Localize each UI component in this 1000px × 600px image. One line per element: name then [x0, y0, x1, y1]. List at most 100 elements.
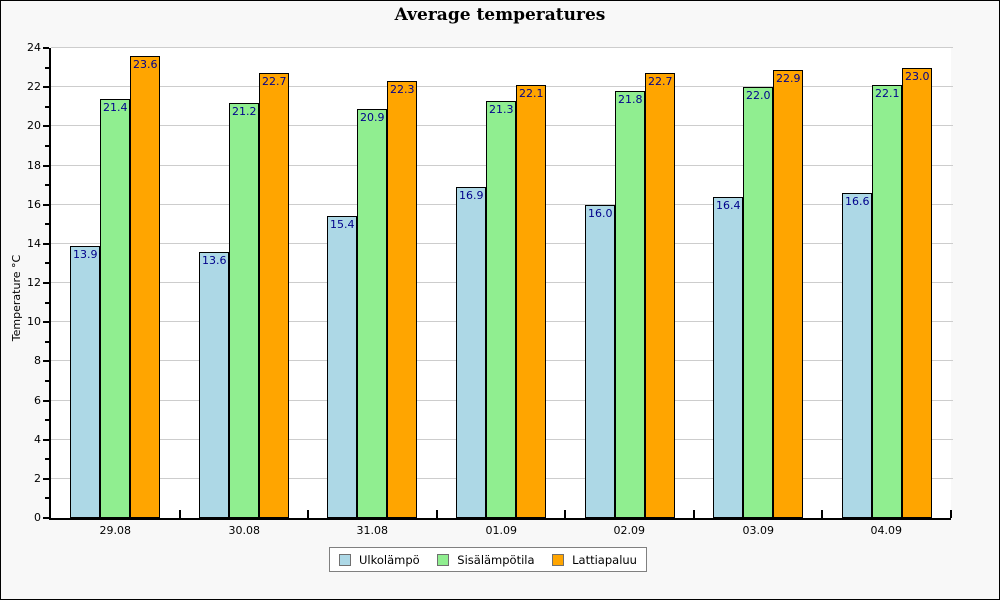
x-tick-label-01.09: 01.09	[485, 524, 518, 537]
y-tick-label-12: 12	[27, 276, 41, 289]
gridline-y-22	[51, 86, 953, 87]
y-minor-tick-23	[45, 67, 49, 69]
legend-item-Sisälämpötila: Sisälämpötila	[437, 552, 535, 567]
y-tick-label-24: 24	[27, 41, 41, 54]
y-tick-label-22: 22	[27, 80, 41, 93]
y-minor-tick-9	[45, 341, 49, 343]
y-axis-line	[49, 48, 51, 520]
y-tick-label-18: 18	[27, 159, 41, 172]
bar-value-label: 22.0	[746, 89, 771, 102]
y-minor-tick-5	[45, 419, 49, 421]
x-axis-line	[49, 518, 951, 520]
bar-value-label: 13.6	[202, 254, 227, 267]
legend-label: Sisälämpötila	[457, 552, 535, 567]
y-major-tick-2	[43, 478, 49, 480]
bar-value-label: 16.4	[716, 199, 741, 212]
x-tick-label-03.09: 03.09	[742, 524, 775, 537]
y-major-tick-8	[43, 360, 49, 362]
y-tick-label-20: 20	[27, 119, 41, 132]
bar-value-label: 22.9	[776, 72, 801, 85]
x-boundary-tick-4	[564, 510, 566, 518]
bar-Ulkolämpö-03.09: 16.4	[713, 197, 743, 518]
bar-value-label: 16.0	[588, 207, 613, 220]
legend-swatch-icon	[339, 553, 351, 566]
x-boundary-tick-3	[436, 510, 438, 518]
gridline-y-24	[51, 47, 953, 48]
bar-Lattiapaluu-03.09: 22.9	[773, 70, 803, 518]
bar-value-label: 15.4	[330, 218, 355, 231]
bar-value-label: 21.2	[232, 105, 257, 118]
bar-value-label: 20.9	[360, 111, 385, 124]
bar-Sisälämpötila-02.09: 21.8	[615, 91, 645, 518]
y-major-tick-4	[43, 439, 49, 441]
y-major-tick-14	[43, 243, 49, 245]
y-major-tick-12	[43, 282, 49, 284]
y-minor-tick-13	[45, 262, 49, 264]
bar-value-label: 23.6	[133, 58, 158, 71]
bar-value-label: 16.9	[459, 189, 484, 202]
y-minor-tick-19	[45, 145, 49, 147]
y-tick-label-0: 0	[34, 511, 41, 524]
x-boundary-tick-2	[307, 510, 309, 518]
y-minor-tick-11	[45, 302, 49, 304]
chart-title: Average temperatures	[394, 5, 606, 25]
y-tick-label-14: 14	[27, 237, 41, 250]
y-major-tick-18	[43, 165, 49, 167]
bar-Ulkolämpö-01.09: 16.9	[456, 187, 486, 518]
y-minor-tick-15	[45, 223, 49, 225]
legend-label: Lattiapaluu	[572, 552, 637, 567]
bar-Sisälämpötila-03.09: 22.0	[743, 87, 773, 518]
legend-item-Lattiapaluu: Lattiapaluu	[552, 553, 637, 567]
bar-Lattiapaluu-01.09: 22.1	[516, 85, 546, 518]
legend-item-Ulkolämpö: Ulkolämpö	[339, 553, 420, 567]
bar-Lattiapaluu-29.08: 23.6	[130, 56, 160, 518]
x-tick-label-02.09: 02.09	[613, 524, 646, 537]
y-minor-tick-21	[45, 106, 49, 108]
y-minor-tick-1	[45, 497, 49, 499]
bar-Lattiapaluu-30.08: 22.7	[259, 73, 289, 518]
bar-Ulkolämpö-02.09: 16.0	[585, 205, 615, 518]
legend-swatch-icon	[552, 553, 565, 566]
legend-label: Ulkolämpö	[359, 552, 420, 567]
bar-value-label: 22.1	[875, 87, 900, 100]
bar-Ulkolämpö-04.09: 16.6	[842, 193, 872, 518]
y-tick-label-6: 6	[34, 394, 41, 407]
y-major-tick-20	[43, 125, 49, 127]
bar-Sisälämpötila-01.09: 21.3	[486, 101, 516, 518]
bar-value-label: 21.8	[618, 93, 643, 106]
y-minor-tick-17	[45, 184, 49, 186]
x-boundary-tick-1	[179, 510, 181, 518]
bar-Ulkolämpö-30.08: 13.6	[199, 252, 229, 518]
bar-value-label: 22.1	[519, 87, 544, 100]
x-tick-label-30.08: 30.08	[228, 524, 261, 537]
legend: Ulkolämpö Sisälämpötila Lattiapaluu	[329, 547, 647, 572]
bar-Sisälämpötila-04.09: 22.1	[872, 85, 902, 518]
bar-Lattiapaluu-31.08: 22.3	[387, 81, 417, 518]
y-tick-label-8: 8	[34, 354, 41, 367]
y-major-tick-0	[43, 517, 49, 519]
y-major-tick-24	[43, 47, 49, 49]
bar-Ulkolämpö-31.08: 15.4	[327, 216, 357, 518]
bar-value-label: 21.4	[103, 101, 128, 114]
x-tick-label-04.09: 04.09	[870, 524, 903, 537]
y-minor-tick-7	[45, 380, 49, 382]
x-tick-label-29.08: 29.08	[99, 524, 132, 537]
y-major-tick-10	[43, 321, 49, 323]
bar-Lattiapaluu-04.09: 23.0	[902, 68, 932, 518]
bar-value-label: 16.6	[845, 195, 870, 208]
y-tick-label-16: 16	[27, 198, 41, 211]
y-major-tick-22	[43, 86, 49, 88]
bar-Sisälämpötila-30.08: 21.2	[229, 103, 259, 518]
y-tick-label-4: 4	[34, 433, 41, 446]
y-major-tick-16	[43, 204, 49, 206]
bar-Lattiapaluu-02.09: 22.7	[645, 73, 675, 518]
x-boundary-tick-5	[693, 510, 695, 518]
bar-Sisälämpötila-29.08: 21.4	[100, 99, 130, 518]
y-tick-label-10: 10	[27, 315, 41, 328]
x-tick-label-31.08: 31.08	[356, 524, 389, 537]
bar-value-label: 21.3	[489, 103, 514, 116]
bar-Ulkolämpö-29.08: 13.9	[70, 246, 100, 518]
legend-swatch-icon	[437, 553, 450, 566]
y-axis-title: Temperature °C	[10, 254, 23, 342]
